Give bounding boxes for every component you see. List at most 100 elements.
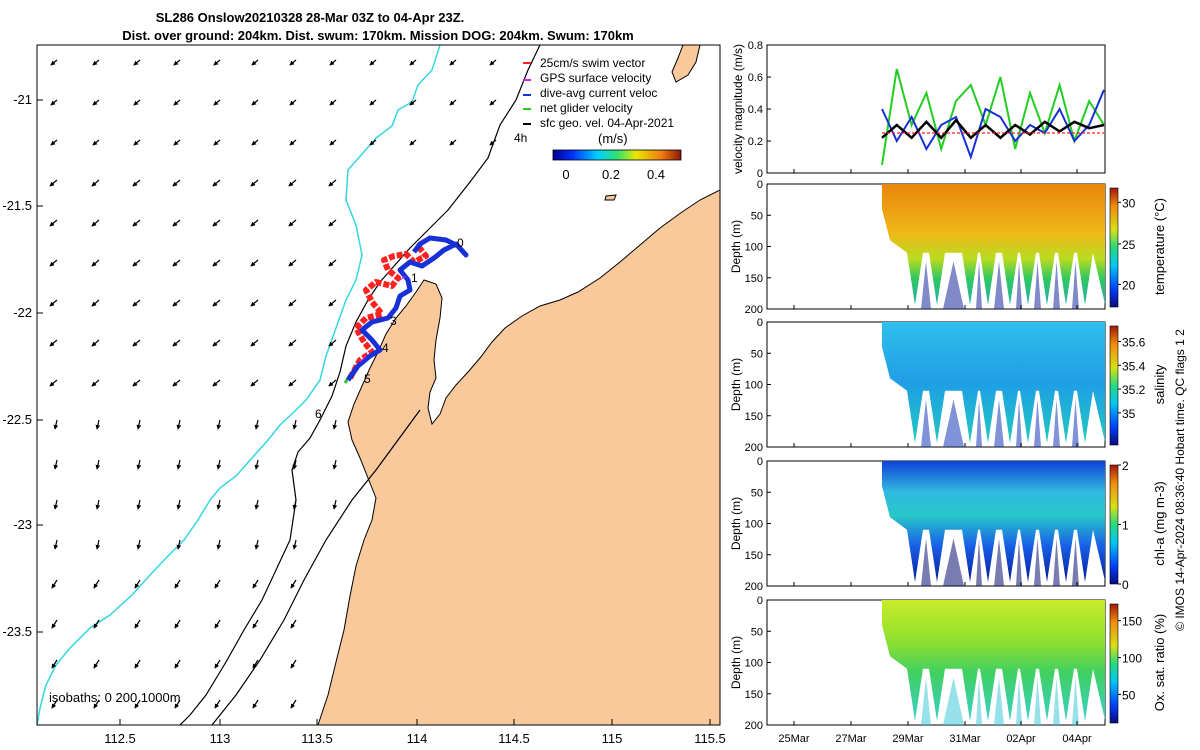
current-arrow xyxy=(176,539,182,550)
legend-item-dive-avg: dive-avg current veloc xyxy=(523,86,657,100)
track-swim-vectors xyxy=(347,244,429,380)
current-arrow xyxy=(172,179,181,187)
colorbar-tick-1: 0.2 xyxy=(602,167,620,182)
current-arrow xyxy=(91,299,100,307)
current-arrow xyxy=(134,699,141,709)
depth-tick-label: 100 xyxy=(745,658,763,670)
salinity-colorbar-label: salinity xyxy=(1152,364,1167,404)
depth-tick-label: 0 xyxy=(757,456,763,468)
current-arrow xyxy=(213,59,221,66)
current-arrow xyxy=(134,619,141,629)
current-arrow xyxy=(328,259,337,267)
current-arrow xyxy=(289,139,297,146)
depth-tick-label: 100 xyxy=(745,380,763,392)
temperature-colorbar-tick: 25 xyxy=(1122,238,1136,252)
current-arrow xyxy=(93,619,100,629)
svg-text:1: 1 xyxy=(411,271,418,285)
land-island-small xyxy=(604,194,617,201)
current-arrow xyxy=(95,499,101,510)
current-arrow xyxy=(290,579,297,589)
salinity-colorbar-tick: 35.2 xyxy=(1122,383,1146,397)
current-arrow xyxy=(369,59,377,66)
current-arrow xyxy=(254,539,260,550)
current-arrow xyxy=(136,419,142,430)
current-arrow xyxy=(176,419,182,430)
colorbar-tick-0: 0 xyxy=(562,167,569,182)
current-arrow xyxy=(288,339,297,347)
velocity-series-sfc-geo-vel- xyxy=(881,118,1105,140)
salinity-colorbar-tick: 35.6 xyxy=(1122,335,1146,349)
current-arrow xyxy=(91,219,100,227)
oxygen-colorbar-tick: 100 xyxy=(1122,652,1142,666)
isobaths-label: isobaths: 0 200 1000m xyxy=(49,690,181,705)
depth-tick-label: 100 xyxy=(745,519,763,531)
current-arrow xyxy=(216,459,222,470)
current-arrow xyxy=(252,659,259,669)
current-arrow xyxy=(289,59,297,66)
salinity-section xyxy=(882,322,1105,443)
map-y-axis: -21 -21.5 -22 -22.5 -23 -23.5 xyxy=(2,92,43,639)
current-arrow xyxy=(288,379,297,387)
current-arrow xyxy=(53,459,59,470)
current-arrow xyxy=(95,419,101,430)
depth-axis-label: Depth (m) xyxy=(729,636,743,689)
current-arrow xyxy=(174,699,181,709)
current-arrow xyxy=(92,99,100,106)
current-arrow xyxy=(332,499,338,510)
svg-text:dive-avg current veloc: dive-avg current veloc xyxy=(540,86,657,100)
current-arrow xyxy=(91,379,100,387)
current-arrow xyxy=(212,299,221,307)
current-arrow xyxy=(174,659,181,669)
current-arrow xyxy=(329,59,337,66)
oxygen-colorbar-tick: 150 xyxy=(1122,615,1142,629)
current-arrow xyxy=(369,139,377,146)
current-arrow xyxy=(49,339,58,347)
current-arrow xyxy=(93,699,100,709)
depth-axis-label: Depth (m) xyxy=(729,497,743,550)
colorbar-units: (m/s) xyxy=(598,131,628,146)
map-x-tick-label: 113.5 xyxy=(301,731,333,746)
map-y-tick-label: -21.5 xyxy=(2,198,32,213)
map-y-tick-label: -23 xyxy=(13,517,32,532)
current-arrow xyxy=(51,659,58,669)
depth-tick-label: 150 xyxy=(745,273,763,285)
current-arrow xyxy=(292,539,298,550)
svg-text:6: 6 xyxy=(315,407,322,421)
map-x-tick-label: 114.5 xyxy=(498,731,530,746)
current-arrow xyxy=(250,259,259,267)
current-arrow xyxy=(328,339,337,347)
map-y-tick-label: -22.5 xyxy=(2,412,32,427)
depth-tick-label: 50 xyxy=(751,626,763,638)
depth-tick-label: 50 xyxy=(751,210,763,222)
svg-text:GPS surface velocity: GPS surface velocity xyxy=(540,71,651,85)
current-arrow xyxy=(134,659,141,669)
current-arrow xyxy=(214,699,221,709)
svg-text:net glider velocity: net glider velocity xyxy=(540,101,633,115)
current-arrow xyxy=(288,299,297,307)
current-arrow xyxy=(288,179,297,187)
current-arrow xyxy=(51,619,58,629)
current-arrow xyxy=(409,99,417,106)
current-arrow xyxy=(449,99,457,106)
current-arrow xyxy=(173,59,181,66)
current-arrow xyxy=(133,59,141,66)
depth-tick-label: 150 xyxy=(745,550,763,562)
chla-colorbar-tick: 2 xyxy=(1122,459,1129,473)
current-arrow xyxy=(214,659,221,669)
oxygen-section xyxy=(882,600,1105,721)
current-arrow xyxy=(251,59,259,66)
temperature-colorbar-tick: 20 xyxy=(1122,278,1136,292)
map-y-tick-label: -21 xyxy=(13,92,32,107)
oxygen-colorbar xyxy=(1109,603,1119,724)
temperature-colorbar-tick: 30 xyxy=(1122,196,1136,210)
isobath-1000m xyxy=(211,409,421,725)
date-tick-label: 29Mar xyxy=(892,733,924,745)
velocity-y-tick: 0.2 xyxy=(748,136,763,148)
current-arrow xyxy=(252,619,259,629)
current-arrow xyxy=(93,659,100,669)
current-arrow xyxy=(292,459,298,470)
current-arrow xyxy=(250,219,259,227)
current-arrow xyxy=(329,99,337,106)
current-arrow xyxy=(172,219,181,227)
date-tick-label: 25Mar xyxy=(778,733,810,745)
